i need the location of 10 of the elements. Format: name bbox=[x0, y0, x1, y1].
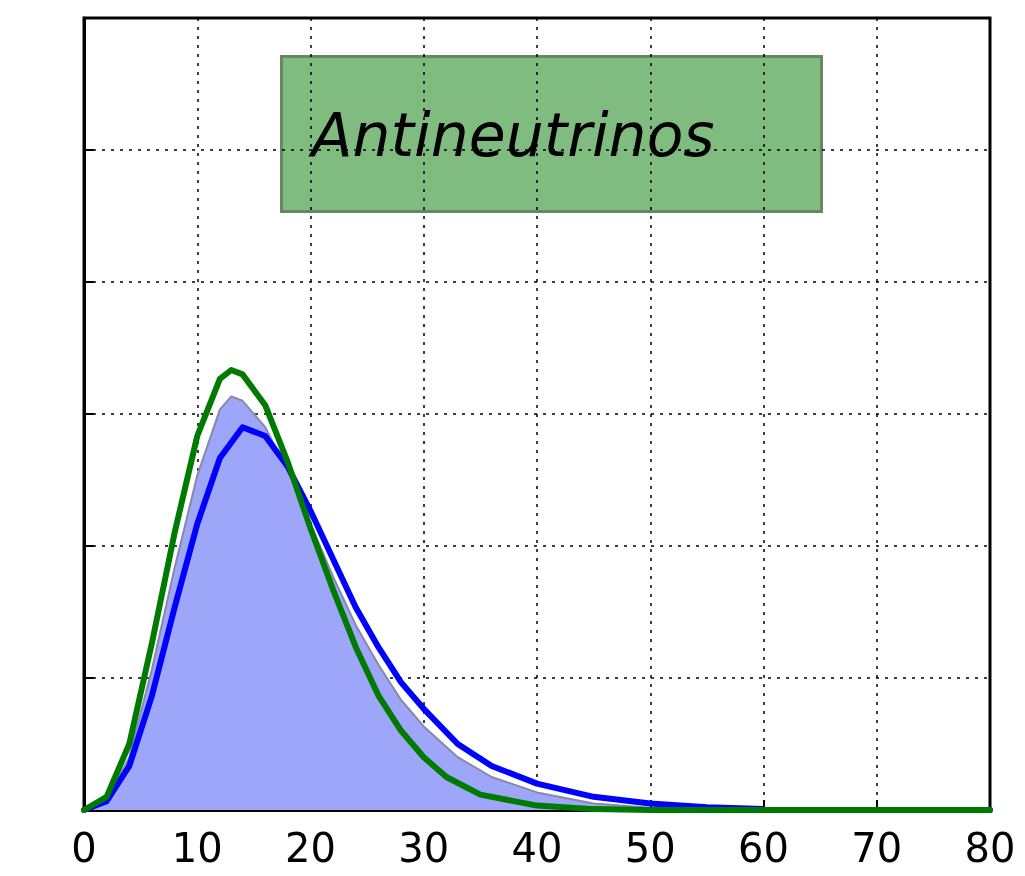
x-tick-label: 30 bbox=[398, 825, 450, 871]
x-tick-label: 0 bbox=[71, 825, 97, 871]
x-tick-label: 70 bbox=[851, 825, 903, 871]
x-tick-label: 50 bbox=[624, 825, 676, 871]
x-tick-label: 80 bbox=[964, 825, 1016, 871]
x-tick-label: 10 bbox=[171, 825, 223, 871]
x-tick-label: 20 bbox=[285, 825, 336, 871]
x-tick-label: 40 bbox=[511, 825, 563, 871]
x-tick-label: 60 bbox=[738, 825, 789, 871]
text: Antineutrinos bbox=[307, 99, 715, 170]
